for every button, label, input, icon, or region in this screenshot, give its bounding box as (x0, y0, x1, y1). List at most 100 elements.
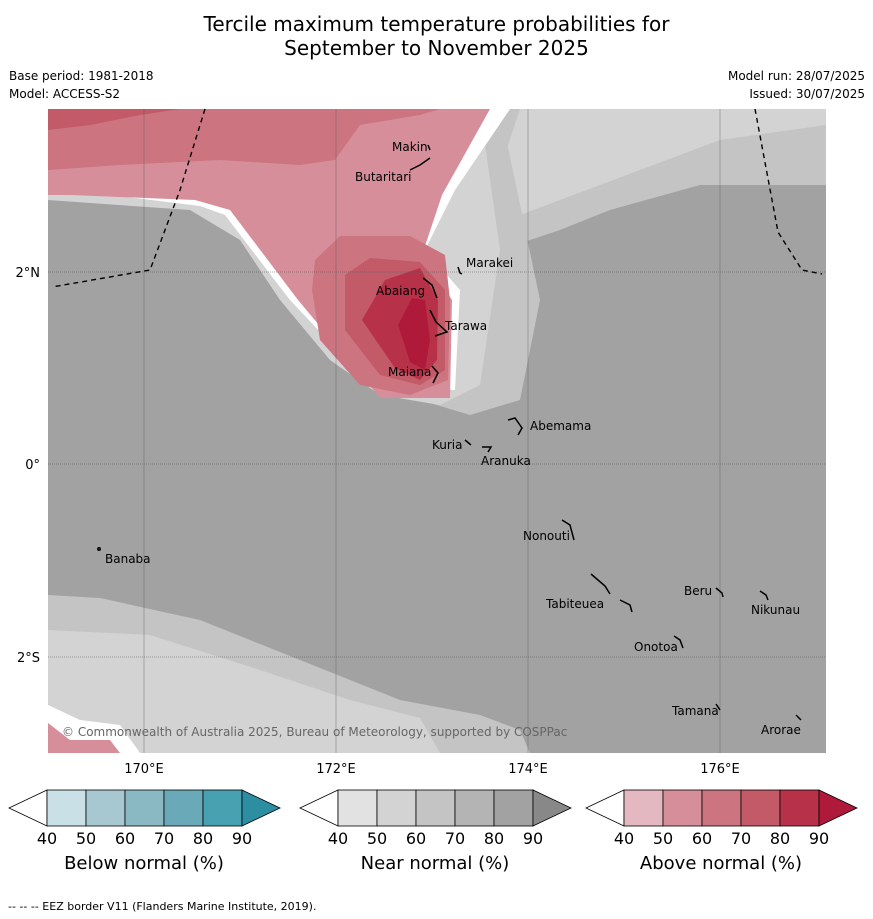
below-normal-tick-60: 60 (115, 829, 135, 848)
model-run: Model run: 28/07/2025 (727, 69, 865, 83)
meta-right: Model run: 28/07/2025 Issued: 30/07/2025 (728, 67, 865, 103)
label-butaritari: Butaritari (355, 170, 412, 184)
colorbars: 40 50 60 70 80 90 40 50 60 70 80 90 40 50 60 70 80 90 (8, 789, 858, 848)
island-tabiteuea-south (619, 599, 633, 613)
near-normal-segment-5 (493, 789, 534, 827)
near-normal-40-50-region-north (480, 109, 826, 230)
island-onotoa (673, 635, 684, 649)
islands (97, 144, 802, 721)
below-normal-tick-70: 70 (154, 829, 174, 848)
lat-label-2s: 2°S (17, 651, 40, 666)
model-name: Model: ACCESS-S2 (9, 87, 121, 101)
axis-labels: 2°N 0° 2°S 170°E 172°E 174°E 176°E (16, 266, 740, 777)
island-arorae (795, 714, 802, 721)
above-normal-colorbar: 40 50 60 70 80 90 (585, 789, 858, 848)
label-arorae: Arorae (761, 723, 801, 737)
island-abemama (507, 417, 523, 436)
chart-title: Tercile maximum temperature probabilitie… (0, 12, 873, 60)
island-nikunau (759, 590, 769, 601)
below-normal-segment-5 (202, 789, 243, 827)
title-line-1: Tercile maximum temperature probabilitie… (203, 12, 670, 36)
island-abaiang (422, 277, 438, 299)
label-nonouti: Nonouti (523, 529, 570, 543)
near-normal-40-50-region-south (48, 630, 440, 753)
near-normal-tick-60: 60 (406, 829, 426, 848)
near-normal-colorbar: 40 50 60 70 80 90 (299, 789, 572, 848)
eez-border-west (51, 108, 206, 288)
lat-label-2n: 2°N (16, 266, 41, 281)
above-normal-tick-90: 90 (809, 829, 829, 848)
eez-borders (51, 108, 823, 288)
below-normal-over-triangle (241, 789, 281, 827)
below-normal-tick-80: 80 (193, 829, 213, 848)
island-banaba (97, 547, 101, 551)
above-normal-tick-40: 40 (614, 829, 634, 848)
title-line-2: September to November 2025 (284, 36, 589, 60)
above-normal-tick-70: 70 (731, 829, 751, 848)
above-normal-60-70-region-north (48, 109, 440, 170)
above-normal-segment-3 (701, 789, 742, 827)
lon-label-176e: 176°E (700, 762, 740, 777)
label-abemama: Abemama (530, 419, 591, 433)
island-makin (427, 144, 431, 151)
above-normal-tick-60: 60 (692, 829, 712, 848)
label-tabiteuea: Tabiteuea (545, 597, 604, 611)
above-normal-segment-1 (623, 789, 664, 827)
issued-date: Issued: 30/07/2025 (749, 87, 865, 101)
label-banaba: Banaba (105, 552, 151, 566)
island-tamana (715, 703, 721, 711)
near-normal-under-triangle (299, 789, 339, 827)
island-maiana (431, 365, 439, 384)
label-abaiang: Abaiang (376, 284, 425, 298)
above-normal-50-60-region-south (48, 723, 120, 753)
above-normal-segment-2 (662, 789, 703, 827)
island-tarawa (429, 309, 449, 337)
island-nonouti (561, 519, 575, 541)
lat-label-equator: 0° (25, 458, 40, 473)
island-beru (715, 587, 724, 598)
near-normal-tick-80: 80 (484, 829, 504, 848)
below-normal-tick-40: 40 (37, 829, 57, 848)
above-normal-90-region (398, 298, 430, 370)
lon-label-172e: 172°E (316, 762, 356, 777)
above-normal-tick-80: 80 (770, 829, 790, 848)
island-butaritari (409, 157, 431, 171)
below-normal-segment-1 (46, 789, 87, 827)
label-tarawa: Tarawa (444, 319, 487, 333)
below-normal-segment-3 (124, 789, 165, 827)
island-tabiteuea-north (590, 573, 611, 595)
below-normal-segment-2 (85, 789, 126, 827)
island-marakei (457, 266, 463, 275)
below-normal-caption: Below normal (%) (64, 853, 224, 874)
lon-label-174e: 174°E (508, 762, 548, 777)
lon-label-170e: 170°E (124, 762, 164, 777)
below-normal-tick-50: 50 (76, 829, 96, 848)
above-normal-under-triangle (585, 789, 625, 827)
near-normal-segment-2 (376, 789, 417, 827)
meta-left: Base period: 1981-2018 Model: ACCESS-S2 (9, 67, 154, 103)
map-fill-layers (48, 109, 826, 753)
base-period: Base period: 1981-2018 (9, 69, 154, 83)
below-normal-under-triangle (8, 789, 48, 827)
island-kuria (464, 439, 472, 446)
near-normal-caption: Near normal (%) (360, 853, 510, 874)
label-maiana: Maiana (388, 365, 431, 379)
label-marakei: Marakei (466, 256, 513, 270)
eez-footnote: -- -- -- EEZ border V11 (Flanders Marine… (8, 900, 317, 913)
below-normal-tick-90: 90 (232, 829, 252, 848)
above-normal-segment-4 (740, 789, 781, 827)
above-normal-tick-50: 50 (653, 829, 673, 848)
label-kuria: Kuria (432, 438, 463, 452)
above-normal-caption: Above normal (%) (639, 853, 803, 874)
above-normal-70-80-region-north (48, 109, 180, 130)
below-normal-colorbar: 40 50 60 70 80 90 (8, 789, 281, 848)
label-tamana: Tamana (671, 704, 719, 718)
label-beru: Beru (684, 584, 712, 598)
label-aranuka: Aranuka (481, 454, 531, 468)
near-normal-segment-1 (337, 789, 378, 827)
island-aranuka (482, 446, 493, 453)
eez-border-east (754, 108, 823, 275)
label-nikunau: Nikunau (751, 603, 800, 617)
near-normal-tick-70: 70 (445, 829, 465, 848)
